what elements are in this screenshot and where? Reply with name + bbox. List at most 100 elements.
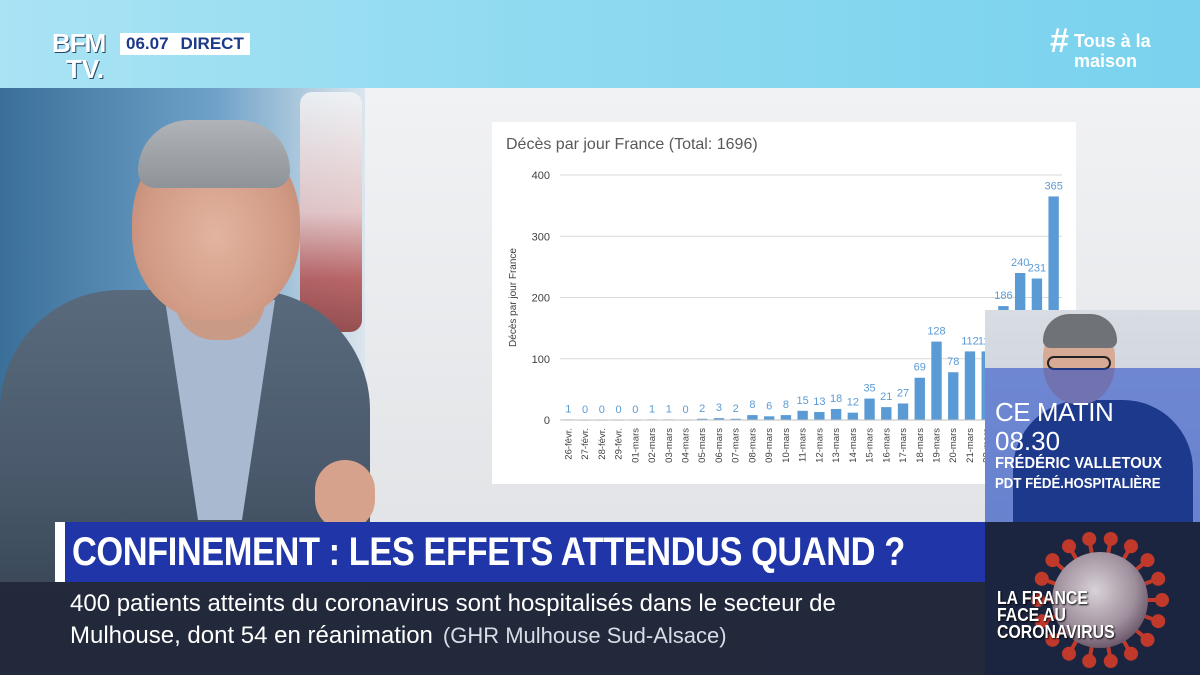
bar	[697, 418, 708, 420]
logo-text-tv: TV.	[66, 54, 105, 84]
brand-line2: FACE AU	[997, 605, 1066, 625]
x-tick-label: 26-févr.	[563, 428, 574, 460]
data-label: 12	[847, 397, 859, 409]
x-tick-label: 13-mars	[831, 428, 842, 463]
test-tube-image	[300, 92, 362, 332]
logo-text-bfm: BFM	[52, 28, 106, 58]
brand-line3: CORONAVIRUS	[997, 622, 1115, 642]
x-tick-label: 09-mars	[764, 428, 775, 463]
x-tick-label: 01-mars	[630, 428, 641, 463]
virus-spike-tip	[1034, 614, 1049, 629]
bar	[948, 372, 959, 420]
guest-overlay	[985, 368, 1200, 522]
data-label: 365	[1044, 180, 1062, 192]
guest-time: 08.30	[995, 426, 1061, 456]
bar	[897, 403, 909, 420]
data-label: 231	[1028, 263, 1046, 275]
virus-spike-tip	[1155, 593, 1169, 607]
guest-segment: CE MATIN	[995, 397, 1114, 427]
x-tick-label: 17-mars	[898, 428, 909, 463]
ticker-source: (GHR Mulhouse Sud-Alsace)	[442, 623, 727, 648]
virus-spike-tip	[1151, 614, 1166, 629]
data-label: 21	[880, 391, 892, 403]
data-label: 2	[733, 403, 739, 415]
bar	[814, 412, 825, 420]
x-tick-label: 02-mars	[647, 428, 658, 463]
top-banner: BFM TV. 06.07 DIRECT # Tous à la maison	[0, 0, 1200, 88]
live-label: DIRECT	[180, 34, 244, 53]
hashtag-symbol: #	[1050, 22, 1069, 60]
clock-box: 06.07 DIRECT	[120, 33, 250, 55]
bar	[1048, 196, 1059, 420]
data-label: 0	[616, 404, 622, 416]
virus-spike-tip	[1031, 593, 1045, 607]
x-tick-label: 28-févr.	[597, 428, 608, 460]
virus-spike-tip	[1062, 539, 1076, 554]
x-tick-label: 19-mars	[932, 428, 943, 463]
ticker-line-2-text: Mulhouse, dont 54 en réanimation	[70, 622, 433, 649]
x-tick-label: 14-mars	[848, 428, 859, 463]
bar	[881, 407, 892, 420]
virus-spike-tip	[1062, 646, 1076, 661]
y-tick-label: 0	[544, 415, 550, 427]
presenter-hand	[315, 460, 375, 530]
virus-spike-tip	[1034, 571, 1049, 586]
hashtag-line1: Tous à la	[1074, 31, 1151, 51]
clock: 06.07	[126, 34, 169, 53]
guest-name: FRÉDÉRIC VALLETOUX	[995, 455, 1163, 472]
data-label: 18	[830, 393, 842, 405]
x-tick-label: 06-mars	[714, 428, 725, 463]
virus-spike-tip	[1082, 654, 1097, 669]
data-label: 128	[927, 326, 945, 338]
bar	[747, 415, 758, 420]
data-label: 78	[947, 356, 959, 368]
headline-bar	[55, 522, 985, 582]
x-tick-label: 04-mars	[681, 428, 692, 463]
ticker-line-2: Mulhouse, dont 54 en réanimation (GHR Mul…	[70, 622, 727, 650]
virus-icon	[1031, 531, 1169, 669]
bar	[780, 415, 792, 420]
data-label: 112	[961, 335, 979, 347]
data-label: 1	[666, 403, 672, 415]
y-tick-label: 400	[532, 170, 550, 182]
data-label: 69	[914, 362, 926, 374]
channel-logo: BFM TV.	[52, 28, 116, 86]
y-axis-label: Décès par jour France	[508, 248, 519, 347]
headline: CONFINEMENT : LES EFFETS ATTENDUS QUAND …	[72, 530, 905, 574]
x-tick-label: 21-mars	[965, 428, 976, 463]
x-tick-label: 29-févr.	[614, 428, 625, 460]
virus-spike-tip	[1103, 654, 1118, 669]
data-label: 15	[797, 395, 809, 407]
bar	[931, 341, 942, 420]
virus-spike-tip	[1045, 632, 1060, 647]
virus-spike-tip	[1124, 646, 1138, 661]
y-tick-label: 200	[532, 293, 550, 305]
bar	[847, 412, 859, 420]
ticker-line-1: 400 patients atteints du coronavirus son…	[70, 590, 836, 617]
headline-stripe	[55, 522, 65, 582]
x-tick-label: 27-févr.	[580, 428, 591, 460]
bar	[763, 416, 775, 420]
data-label: 0	[599, 404, 605, 416]
data-label: 13	[813, 396, 825, 408]
data-label: 2	[699, 403, 705, 415]
data-label: 3	[716, 402, 722, 414]
bar	[964, 351, 976, 420]
ticker-bar	[0, 582, 985, 675]
bar	[713, 418, 725, 420]
data-label: 1	[649, 403, 655, 415]
coronavirus-brand: LA FRANCE FACE AU CORONAVIRUS	[997, 589, 1115, 642]
presenter	[0, 110, 375, 590]
data-label: 0	[682, 404, 688, 416]
data-label: 240	[1011, 257, 1029, 269]
bar	[830, 408, 842, 420]
x-tick-label: 18-mars	[915, 428, 926, 463]
virus-spike-tip	[1140, 632, 1155, 647]
data-label: 1	[565, 403, 571, 415]
hashtag-line2: maison	[1074, 51, 1138, 71]
guest-title: PDT FÉDÉ.HOSPITALIÈRE	[995, 475, 1161, 492]
virus-spike-tip	[1151, 571, 1166, 586]
data-label: 27	[897, 387, 909, 399]
data-label: 0	[582, 404, 588, 416]
data-label: 8	[749, 399, 755, 411]
